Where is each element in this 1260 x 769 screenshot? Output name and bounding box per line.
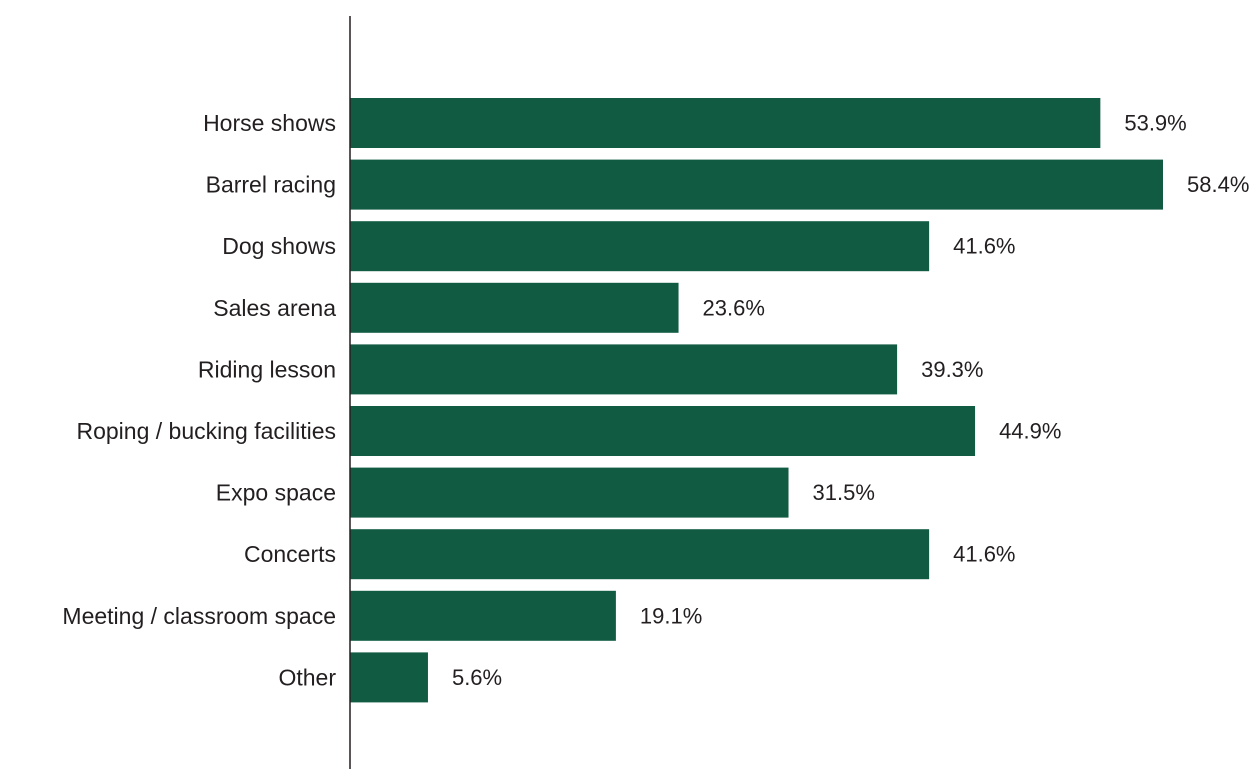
category-label: Riding lesson xyxy=(198,356,336,382)
category-label: Sales arena xyxy=(213,295,336,321)
bar-7 xyxy=(350,529,930,580)
value-label: 41.6% xyxy=(953,542,1015,567)
bar-6 xyxy=(350,467,789,518)
category-label: Other xyxy=(278,664,336,690)
category-label: Barrel racing xyxy=(206,172,336,198)
category-label: Roping / bucking facilities xyxy=(76,418,336,444)
category-label: Horse shows xyxy=(203,110,336,136)
value-label-group: 53.9% 58.4% 41.6% 23.6% 39.3% 44.9% 31.5% 41.6%… xyxy=(452,111,1249,690)
bar-0 xyxy=(350,98,1101,148)
value-label: 41.6% xyxy=(953,234,1015,259)
value-label: 5.6% xyxy=(452,665,502,690)
value-label: 58.4% xyxy=(1187,172,1249,197)
bar-9 xyxy=(350,652,428,703)
value-label: 53.9% xyxy=(1124,111,1186,136)
value-label: 19.1% xyxy=(640,603,702,628)
bar-5 xyxy=(350,406,976,456)
category-label: Expo space xyxy=(216,480,336,506)
value-label: 39.3% xyxy=(921,357,983,382)
bar-8 xyxy=(350,590,616,641)
bar-2 xyxy=(350,221,930,272)
category-label-group: Horse shows Barrel racing Dog shows Sales a… xyxy=(62,110,336,690)
category-label: Concerts xyxy=(244,541,336,567)
value-label: 31.5% xyxy=(813,480,875,505)
bar-group xyxy=(350,98,1163,703)
value-label: 23.6% xyxy=(703,295,765,320)
category-label: Meeting / classroom space xyxy=(62,603,336,629)
value-label: 44.9% xyxy=(999,419,1061,444)
bar-1 xyxy=(350,159,1163,210)
bar-4 xyxy=(350,344,898,395)
category-label: Dog shows xyxy=(222,233,336,259)
bar-3 xyxy=(350,282,679,333)
